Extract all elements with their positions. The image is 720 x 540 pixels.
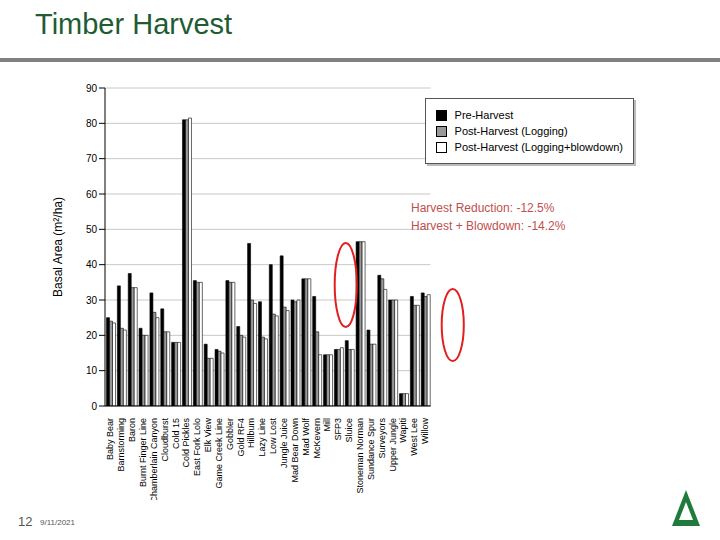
- svg-text:Cloudburst: Cloudburst: [160, 418, 170, 462]
- html-text:Pre-Harvest: Pre-Harvest: [454, 109, 514, 121]
- svg-text:Stoneman Norman: Stoneman Norman: [355, 418, 365, 494]
- svg-text:Elk View: Elk View: [203, 418, 213, 453]
- svg-text:Baby Bear: Baby Bear: [105, 418, 115, 460]
- svg-text:50: 50: [86, 224, 98, 235]
- html-text:Harvest Reduction: -12.5%: Harvest Reduction: -12.5%: [411, 201, 555, 215]
- svg-text:Gobbler: Gobbler: [225, 418, 235, 450]
- svg-text:Baron: Baron: [127, 418, 137, 442]
- html-text:Post-Harvest (Logging+blowdown: Post-Harvest (Logging+blowdown): [454, 141, 623, 153]
- html-text:12: 12: [18, 514, 33, 529]
- svg-text:Willow: Willow: [420, 418, 430, 444]
- svg-text:Low Lost: Low Lost: [268, 418, 278, 455]
- html-text:9/11/2021: 9/11/2021: [40, 518, 75, 527]
- svg-text:Gold RF4: Gold RF4: [236, 418, 246, 457]
- svg-text:0: 0: [91, 401, 97, 412]
- svg-text:Jungle Juice: Jungle Juice: [279, 418, 289, 468]
- svg-text:Sluice: Sluice: [344, 418, 354, 443]
- svg-text:Wapiti: Wapiti: [398, 418, 408, 443]
- svg-text:Lazy Line: Lazy Line: [257, 418, 267, 457]
- svg-text:Sundance Spur: Sundance Spur: [366, 418, 376, 480]
- svg-text:90: 90: [86, 83, 98, 94]
- svg-text:Burnt Finger Line: Burnt Finger Line: [138, 418, 148, 487]
- svg-text:Hillbum: Hillbum: [246, 418, 256, 448]
- svg-text:McKevern: McKevern: [312, 418, 322, 459]
- svg-text:60: 60: [86, 189, 98, 200]
- svg-text:Game Creek Line: Game Creek Line: [214, 418, 224, 489]
- svg-text:Basal Area (m²/ha): Basal Area (m²/ha): [51, 197, 65, 297]
- svg-text:SFP3: SFP3: [333, 418, 343, 441]
- svg-text:Surveyors: Surveyors: [377, 418, 387, 459]
- svg-text:Cold Pickles: Cold Pickles: [181, 418, 191, 468]
- svg-text:10: 10: [86, 365, 98, 376]
- svg-text:West Lee: West Lee: [409, 418, 419, 456]
- svg-text:Mad Wolf: Mad Wolf: [301, 418, 311, 456]
- svg-text:80: 80: [86, 118, 98, 129]
- svg-text:Cold 15: Cold 15: [171, 418, 181, 449]
- svg-text:Chamberlain Canyon: Chamberlain Canyon: [149, 418, 159, 500]
- svg-text:East Fork Lolo: East Fork Lolo: [192, 418, 202, 476]
- html-text:Harvest + Blowdown: -14.2%: Harvest + Blowdown: -14.2%: [411, 219, 566, 233]
- svg-text:Mill: Mill: [322, 418, 332, 432]
- svg-text:Mad Bear Down: Mad Bear Down: [290, 418, 300, 483]
- svg-text:30: 30: [86, 295, 98, 306]
- svg-text:Upper Jungle: Upper Jungle: [388, 418, 398, 472]
- svg-text:40: 40: [86, 259, 98, 270]
- svg-text:20: 20: [86, 330, 98, 341]
- svg-text:Barnstorming: Barnstorming: [116, 418, 126, 472]
- html-text:Timber Harvest: Timber Harvest: [35, 8, 233, 40]
- svg-text:70: 70: [86, 153, 98, 164]
- html-text:Post-Harvest (Logging): Post-Harvest (Logging): [454, 125, 568, 137]
